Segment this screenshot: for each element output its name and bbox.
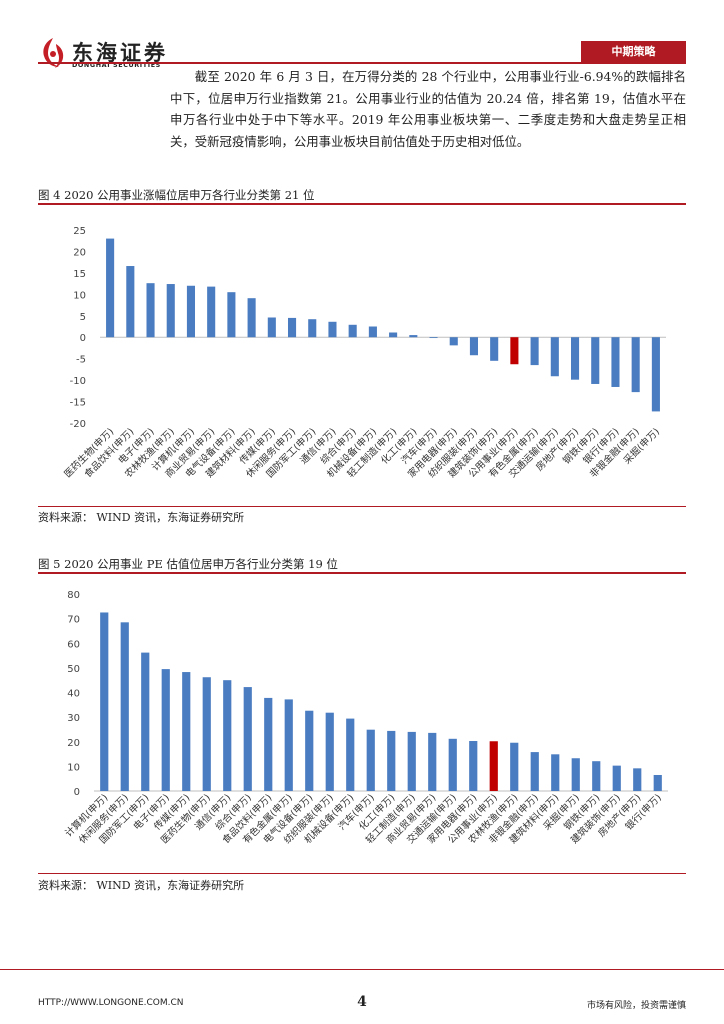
- bar: [267, 317, 276, 338]
- y-tick-label: 40: [67, 689, 80, 700]
- bar: [287, 317, 297, 338]
- bar: [429, 337, 438, 339]
- bar: [166, 284, 175, 338]
- bar: [490, 337, 499, 361]
- company-name-en: DONGHAI SECURITIES: [72, 61, 161, 69]
- bar: [161, 669, 170, 791]
- y-tick-label: 30: [67, 713, 80, 724]
- y-tick-label: 10: [67, 762, 80, 773]
- logo-mark-icon: [43, 38, 64, 68]
- bar: [247, 298, 256, 338]
- footer-url[interactable]: HTTP://WWW.LONGONE.COM.CN: [38, 998, 184, 1008]
- figure-4-bar-chart: 2520151050-5-10-15-20医药生物(申万)食品饮料(申万)电子(…: [62, 226, 666, 480]
- bar: [409, 335, 418, 338]
- figure-4-title: 图 4 2020 公用事业涨幅位居申万各行业分类第 21 位: [38, 188, 315, 202]
- bar: [651, 337, 660, 412]
- header-divider: [38, 62, 686, 64]
- bar: [100, 612, 109, 791]
- bar: [570, 337, 580, 380]
- bar: [126, 266, 135, 338]
- bar: [389, 332, 398, 338]
- bar: [308, 319, 317, 338]
- y-tick-label: 0: [80, 333, 86, 344]
- bar: [120, 622, 129, 791]
- figure-5-bar-chart: 80706050403020100计算机(申万)休闲服务(申万)国防军工(申万)…: [63, 590, 668, 846]
- y-tick-label: 10: [73, 290, 86, 301]
- figure-4-source-divider: [38, 506, 686, 507]
- page-number: 4: [357, 994, 367, 1010]
- y-tick-label: 0: [74, 787, 80, 798]
- bar: [223, 680, 232, 791]
- bar: [186, 285, 196, 338]
- bar: [448, 738, 457, 791]
- bar: [633, 768, 642, 791]
- bar: [449, 337, 458, 346]
- bar: [243, 687, 252, 791]
- figure-5-source: 资料来源： WIND 资讯，东海证券研究所: [38, 879, 245, 892]
- bar: [611, 337, 620, 387]
- figure-5-title: 图 5 2020 公用事业 PE 估值位居申万各行业分类第 19 位: [38, 557, 338, 571]
- bar: [530, 752, 539, 791]
- bar: [469, 741, 478, 791]
- highlighted-bar: [510, 337, 519, 365]
- y-tick-label: -10: [70, 376, 86, 387]
- bar: [591, 337, 600, 384]
- y-tick-label: 50: [67, 664, 80, 675]
- bar: [571, 758, 580, 791]
- bar: [366, 729, 375, 791]
- bar: [202, 677, 211, 791]
- bar: [368, 326, 377, 338]
- y-tick-label: -15: [70, 398, 86, 409]
- bar: [141, 652, 150, 791]
- y-tick-label: -20: [70, 419, 86, 430]
- bar: [227, 292, 236, 338]
- highlighted-bar: [489, 741, 498, 791]
- bar: [407, 731, 416, 791]
- bar: [428, 732, 437, 791]
- bar: [284, 699, 293, 791]
- footer-divider: [0, 969, 724, 970]
- company-logo: 东海证券 DONGHAI SECURITIES: [38, 36, 178, 72]
- bar: [346, 718, 355, 791]
- y-tick-label: 5: [80, 312, 86, 323]
- bar: [631, 337, 640, 393]
- bar: [550, 337, 559, 377]
- report-type-badge: 中期策略: [581, 41, 686, 63]
- bar: [325, 712, 334, 791]
- bar: [653, 774, 662, 791]
- y-tick-label: 20: [67, 738, 80, 749]
- footer-risk-notice: 市场有风险，投资需谨慎: [586, 1001, 686, 1011]
- y-tick-label: 15: [73, 269, 86, 280]
- bar: [612, 765, 621, 791]
- y-tick-label: 25: [73, 226, 86, 237]
- bar: [328, 321, 337, 338]
- y-tick-label: 70: [67, 615, 80, 626]
- figure-5-source-divider: [38, 873, 686, 874]
- figure-4-source: 资料来源： WIND 资讯，东海证券研究所: [38, 511, 245, 524]
- bar: [592, 761, 601, 791]
- bar: [530, 337, 539, 366]
- y-tick-label: 80: [67, 590, 80, 601]
- bar: [348, 324, 357, 338]
- bar: [264, 697, 273, 791]
- figure-5-title-divider: [38, 572, 686, 574]
- bar: [510, 742, 519, 791]
- bar: [106, 238, 115, 338]
- y-tick-label: -5: [76, 355, 86, 366]
- bar: [469, 337, 479, 356]
- bar: [305, 710, 314, 791]
- bar: [182, 672, 191, 791]
- bar: [207, 286, 216, 338]
- bar: [551, 754, 560, 791]
- y-tick-label: 60: [67, 639, 80, 650]
- bar: [387, 730, 396, 791]
- bar: [146, 283, 155, 338]
- company-name-cn: 东海证券: [72, 41, 168, 65]
- intro-paragraph: 截至 2020 年 6 月 3 日，在万得分类的 28 个行业中，公用事业行业-…: [170, 69, 686, 149]
- figure-4-title-divider: [38, 203, 686, 205]
- y-tick-label: 20: [73, 247, 86, 258]
